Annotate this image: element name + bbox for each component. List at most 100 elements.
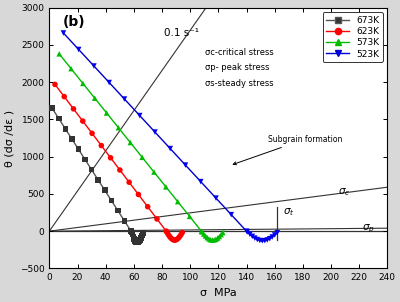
Point xyxy=(179,230,186,235)
Point xyxy=(69,137,75,141)
Point xyxy=(135,240,141,245)
Point xyxy=(80,81,86,86)
Point xyxy=(82,157,88,162)
Point xyxy=(174,237,180,242)
Text: σc-critical stress: σc-critical stress xyxy=(205,48,274,56)
Point xyxy=(131,237,138,242)
Point xyxy=(70,106,77,111)
Point xyxy=(214,236,221,240)
Point xyxy=(80,119,86,124)
Point xyxy=(206,236,212,241)
Point xyxy=(178,232,184,237)
Point xyxy=(175,236,182,240)
Point xyxy=(202,233,209,238)
Point xyxy=(243,229,250,233)
Point xyxy=(167,146,174,151)
Point xyxy=(60,31,67,35)
Point xyxy=(182,163,189,168)
Point xyxy=(164,230,170,234)
Text: $\sigma_p$: $\sigma_p$ xyxy=(362,223,375,235)
Point xyxy=(127,140,134,145)
Point xyxy=(269,235,276,239)
Point xyxy=(136,239,142,244)
Point xyxy=(200,232,207,236)
Point xyxy=(49,106,55,111)
Text: $\sigma_t$: $\sigma_t$ xyxy=(283,207,295,218)
Text: (b): (b) xyxy=(63,15,86,30)
Point xyxy=(211,237,217,242)
Point xyxy=(129,232,136,237)
Point xyxy=(92,96,98,101)
Point xyxy=(209,238,216,243)
Point xyxy=(163,229,170,233)
Point xyxy=(106,80,112,85)
Point xyxy=(52,82,58,87)
Point xyxy=(133,239,140,244)
Point xyxy=(139,233,145,238)
Point xyxy=(68,66,74,71)
Point xyxy=(56,51,62,56)
Legend: 673K, 623K, 573K, 523K: 673K, 623K, 573K, 523K xyxy=(323,12,383,62)
Point xyxy=(98,143,104,148)
Point xyxy=(198,179,204,184)
Point xyxy=(218,232,224,237)
Point xyxy=(264,237,270,242)
Point xyxy=(115,208,121,213)
Point xyxy=(204,235,210,240)
Point xyxy=(220,230,226,235)
Point xyxy=(130,235,136,239)
Point xyxy=(134,240,140,245)
Point xyxy=(75,147,82,152)
Point xyxy=(259,238,266,243)
Point xyxy=(213,196,219,201)
Point xyxy=(95,178,101,182)
Point xyxy=(88,167,95,172)
Point xyxy=(138,236,144,240)
Point xyxy=(76,47,82,52)
Point xyxy=(165,232,171,236)
Point xyxy=(91,64,97,69)
Point xyxy=(171,238,178,243)
Text: $\sigma_c$: $\sigma_c$ xyxy=(338,187,350,198)
Point xyxy=(272,233,278,237)
Point xyxy=(262,238,268,243)
Point xyxy=(172,237,179,242)
Point xyxy=(208,237,214,242)
Point xyxy=(137,237,143,242)
Text: 0.1 s⁻¹: 0.1 s⁻¹ xyxy=(164,28,199,38)
Point xyxy=(152,130,158,134)
Point xyxy=(89,131,95,136)
Point xyxy=(121,97,128,101)
Point xyxy=(140,230,146,235)
Point xyxy=(249,234,256,239)
Point xyxy=(228,212,234,217)
Point xyxy=(151,170,157,175)
Point xyxy=(198,229,205,233)
Point xyxy=(186,214,193,219)
Point xyxy=(254,237,260,242)
Point xyxy=(213,237,219,242)
X-axis label: σ  MPa: σ MPa xyxy=(200,288,237,298)
Point xyxy=(256,238,263,243)
Point xyxy=(121,219,128,223)
Point xyxy=(144,204,151,209)
Point xyxy=(244,230,250,234)
Point xyxy=(216,234,222,239)
Point xyxy=(128,229,134,233)
Point xyxy=(136,113,143,118)
Point xyxy=(169,236,175,241)
Point xyxy=(61,94,68,99)
Point xyxy=(56,116,62,121)
Point xyxy=(102,188,108,193)
Point xyxy=(104,111,110,115)
Point xyxy=(62,126,68,131)
Point xyxy=(128,230,134,234)
Point xyxy=(117,168,123,172)
Point xyxy=(139,155,145,160)
Point xyxy=(154,217,160,221)
Point xyxy=(108,198,114,203)
Text: σs-steady stress: σs-steady stress xyxy=(205,79,274,88)
Point xyxy=(199,230,205,234)
Y-axis label: θ (dσ /dε ): θ (dσ /dε ) xyxy=(4,110,14,167)
Point xyxy=(132,238,138,243)
